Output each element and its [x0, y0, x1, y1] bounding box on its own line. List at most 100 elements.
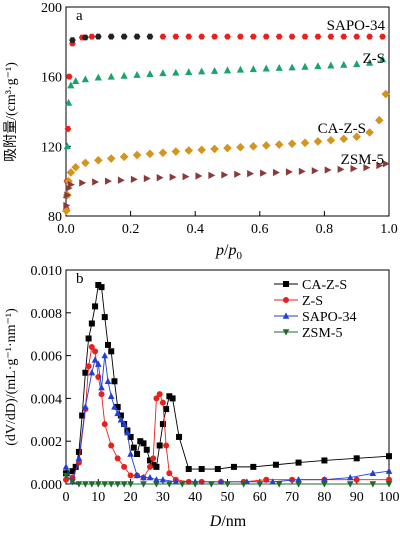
data-point-zsm-5-adsorption — [376, 161, 384, 170]
data-point-z-s-adsorption — [210, 66, 219, 74]
data-point-sapo-34-adsorption — [379, 33, 386, 40]
x-tick-label: 50 — [221, 490, 235, 505]
panel-a-xlabel-p0-sub: 0 — [236, 250, 242, 262]
data-point-zsm-5 — [95, 481, 102, 488]
data-point-ca-z-s — [198, 466, 205, 473]
data-point-sapo-34-adsorption — [211, 33, 218, 40]
data-point-ca-z-s — [111, 378, 118, 385]
data-point-zsm-5 — [240, 481, 247, 488]
data-point-zsm-5-adsorption — [64, 191, 72, 199]
data-point-sapo-34-adsorption — [275, 33, 283, 40]
data-point-sapo-34 — [98, 384, 105, 391]
data-point-zsm-5-adsorption — [221, 171, 229, 179]
data-point-zsm-5 — [166, 481, 173, 488]
data-point-ca-z-s — [127, 433, 134, 440]
data-point-sapo-34 — [369, 469, 377, 476]
data-point-ca-z-s-adsorption — [339, 134, 349, 144]
panel-b-label: b — [76, 271, 84, 287]
data-point-sapo-34 — [133, 471, 141, 479]
data-point-ca-z-s — [75, 448, 82, 455]
data-point-z-s — [146, 463, 153, 470]
data-point-sapo-34-adsorption — [314, 33, 322, 40]
data-point-sapo-34-desorption — [146, 33, 154, 40]
data-point-z-s-adsorption — [275, 63, 283, 71]
data-point-ca-z-s — [79, 412, 86, 419]
data-point-zsm-5-adsorption — [67, 181, 75, 189]
x-tick-label: 0.4 — [186, 222, 204, 237]
data-point-sapo-34 — [114, 409, 121, 417]
data-point-sapo-34 — [321, 476, 328, 483]
data-point-sapo-34-desorption — [133, 33, 141, 40]
panel-b-marks — [62, 281, 393, 488]
data-point-ca-z-s-adsorption — [158, 148, 168, 158]
data-point-z-s-adsorption — [262, 64, 270, 72]
data-point-sapo-34-desorption — [69, 37, 76, 43]
data-point-ca-z-s-adsorption — [352, 132, 361, 142]
data-point-zsm-5 — [75, 481, 83, 488]
data-point-ca-z-s — [85, 335, 92, 342]
data-point-ca-z-s — [82, 369, 89, 376]
legend-marker — [283, 297, 289, 303]
data-point-z-s — [63, 476, 69, 483]
data-point-zsm-5-adsorption — [285, 168, 293, 176]
series-line-sapo-34 — [65, 355, 390, 484]
data-point-sapo-34 — [217, 478, 225, 485]
data-point-ca-z-s — [386, 453, 392, 460]
data-point-sapo-34 — [346, 473, 354, 481]
data-point-z-s — [98, 391, 105, 398]
data-point-z-s — [121, 463, 128, 470]
x-tick-label: 30 — [156, 490, 170, 505]
data-point-ca-z-s-adsorption — [326, 135, 336, 145]
data-point-sapo-34 — [91, 356, 99, 363]
data-point-z-s — [156, 391, 163, 398]
data-point-z-s-adsorption — [327, 61, 335, 69]
data-point-ca-z-s — [72, 463, 79, 470]
data-point-sapo-34-adsorption — [159, 33, 167, 40]
data-point-sapo-34-adsorption — [224, 33, 231, 40]
data-point-z-s-adsorption — [378, 55, 387, 63]
panel-a-xlabel: p/p0 — [215, 242, 242, 262]
data-point-zsm-5 — [321, 481, 328, 488]
legend-marker — [282, 312, 290, 319]
data-point-z-s-adsorption — [353, 60, 361, 68]
y-tick-label: 0.008 — [31, 307, 63, 322]
series-label-cazs: CA-Z-S — [318, 121, 366, 137]
data-point-z-s — [92, 348, 99, 355]
x-tick-label: 80 — [317, 490, 331, 505]
panel-b-ylabel: (dV/dD)/(mL·g⁻¹·nm⁻¹) — [4, 308, 19, 446]
data-point-ca-z-s — [146, 457, 153, 464]
data-point-sapo-34-adsorption — [327, 33, 335, 40]
data-point-z-s-adsorption — [146, 70, 154, 78]
data-point-ca-z-s — [295, 459, 302, 466]
data-point-ca-z-s — [108, 348, 115, 355]
data-point-sapo-34 — [172, 478, 180, 485]
panel-b-x-ticks: 0 10 20 30 40 50 60 70 80 90 100 — [63, 479, 400, 505]
data-point-sapo-34-adsorption — [366, 33, 373, 40]
data-point-z-s-adsorption — [107, 72, 115, 80]
data-point-ca-z-s-adsorption — [223, 143, 232, 153]
data-point-sapo-34-adsorption — [353, 33, 360, 40]
data-point-sapo-34-adsorption — [185, 33, 193, 40]
data-point-sapo-34 — [295, 476, 302, 483]
x-tick-label: 1.0 — [380, 222, 398, 237]
data-point-zsm-5 — [101, 481, 109, 488]
data-point-zsm-5 — [224, 481, 231, 488]
data-point-zsm-5 — [275, 481, 283, 488]
data-point-ca-z-s — [95, 281, 102, 288]
data-point-zsm-5 — [127, 481, 134, 488]
data-point-z-s-adsorption — [365, 58, 374, 66]
data-point-ca-z-s-adsorption — [132, 150, 142, 160]
data-point-z-s-adsorption — [64, 98, 73, 106]
data-point-z-s-adsorption — [133, 70, 141, 78]
data-point-ca-z-s — [98, 284, 105, 291]
data-point-ca-z-s-adsorption — [300, 138, 310, 148]
data-point-zsm-5-adsorption — [63, 201, 71, 210]
data-point-ca-z-s — [143, 446, 150, 453]
data-point-sapo-34 — [82, 403, 89, 410]
data-point-sapo-34-desorption — [120, 33, 128, 40]
data-point-z-s-adsorption — [120, 71, 128, 79]
data-point-sapo-34-adsorption — [237, 33, 244, 40]
x-tick-label: 0.2 — [122, 222, 140, 237]
data-point-sapo-34-desorption — [82, 34, 89, 41]
y-tick-label: 0.002 — [31, 435, 63, 450]
